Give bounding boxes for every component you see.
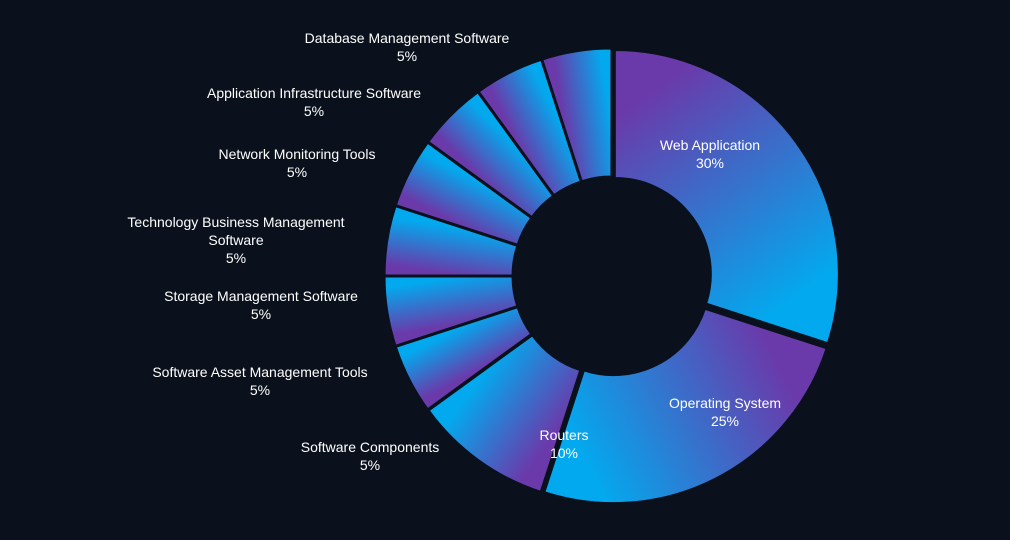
slice-label: Operating System 25% [669, 395, 781, 429]
slice-label: Database Management Software 5% [305, 30, 510, 64]
slice-label: Software Components 5% [301, 439, 440, 473]
slice-label: Application Infrastructure Software 5% [207, 85, 421, 119]
slice-value-label: 5% [360, 457, 380, 473]
slice-name-label: Software Components [301, 439, 440, 455]
slice-database-management-software[interactable] [540, 47, 613, 183]
slice-name-label: Storage Management Software [164, 288, 358, 304]
slice-web-application[interactable] [613, 48, 840, 345]
slice-value-label: 5% [226, 250, 246, 266]
slice-label: Technology Business Management Software 5% [127, 214, 344, 266]
slice-operating-system[interactable] [543, 307, 828, 505]
slice-value-label: 5% [304, 103, 324, 119]
slice-value-label: 25% [711, 413, 739, 429]
slice-value-label: 5% [251, 306, 271, 322]
slice-name-label: Operating System [669, 395, 781, 411]
slice-application-infrastructure-software[interactable] [477, 58, 583, 197]
slice-software-asset-management-tools[interactable] [383, 275, 519, 348]
slice-technology-business-management-software[interactable] [394, 141, 533, 247]
slice-name-label: Software Asset Management Tools [152, 364, 367, 380]
slice-name-label: Web Application [660, 137, 760, 153]
slice-value-label: 5% [397, 48, 417, 64]
slice-label: Storage Management Software 5% [164, 288, 358, 322]
slice-name-label: Database Management Software [305, 30, 510, 46]
slice-value-label: 5% [250, 382, 270, 398]
slice-label: Software Asset Management Tools 5% [152, 364, 367, 398]
slice-label: Web Application 30% [660, 137, 760, 171]
slice-name-label: Software [208, 232, 263, 248]
slice-routers[interactable] [427, 333, 582, 494]
slice-name-label: Technology Business Management [127, 214, 344, 230]
slice-storage-management-software[interactable] [383, 204, 519, 277]
slice-value-label: 5% [287, 164, 307, 180]
slice-software-components[interactable] [394, 305, 533, 411]
slice-name-label: Network Monitoring Tools [219, 146, 376, 162]
slice-name-label: Application Infrastructure Software [207, 85, 421, 101]
slice-value-label: 30% [696, 155, 724, 171]
slice-value-label: 10% [550, 445, 578, 461]
slice-name-label: Routers [539, 427, 588, 443]
slice-label: Routers 10% [539, 427, 588, 461]
slice-network-monitoring-tools[interactable] [426, 90, 555, 219]
slice-label: Network Monitoring Tools 5% [219, 146, 376, 180]
